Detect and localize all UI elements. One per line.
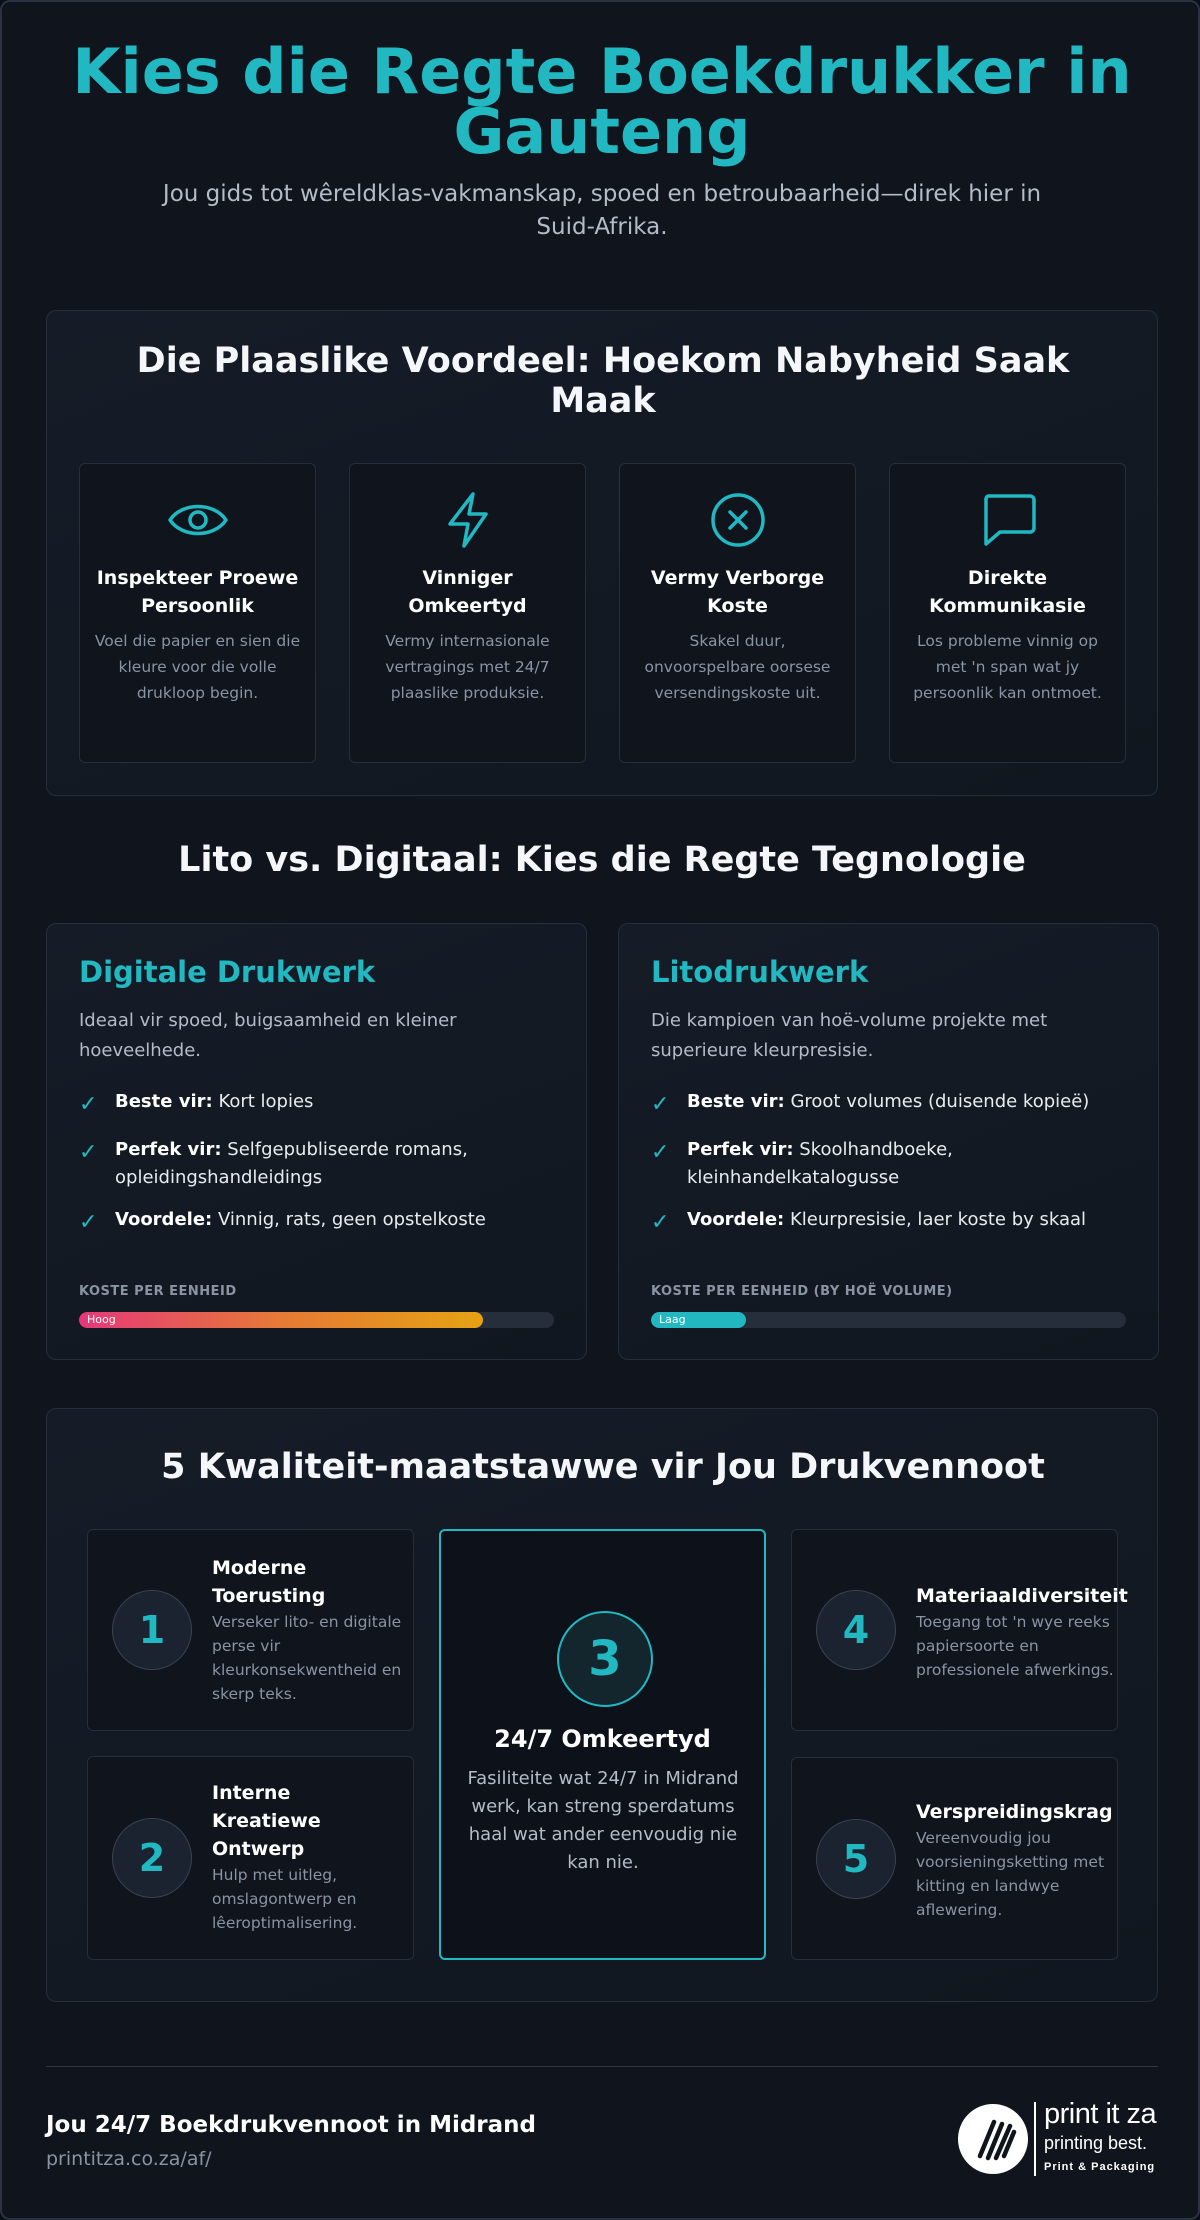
cost-label: KOSTE PER EENHEID (BY HOË VOLUME) xyxy=(651,1284,953,1299)
benchmark-number: 2 xyxy=(112,1818,192,1898)
list-item: ✓ Voordele: Kleurpresisie, laer koste by… xyxy=(651,1206,1126,1240)
cost-label: KOSTE PER EENHEID xyxy=(79,1284,237,1299)
benchmark-card: 2 Interne Kreatiewe Ontwerp Hulp met uit… xyxy=(87,1756,414,1960)
advantage-card: Inspekteer Proewe Persoonlik Voel die pa… xyxy=(79,463,316,763)
footer-url-link[interactable]: printitza.co.za/af/ xyxy=(46,2148,212,2170)
benchmark-number: 3 xyxy=(557,1611,653,1707)
feature-text: Kleurpresisie, laer koste by skaal xyxy=(789,1209,1087,1230)
chat-bubble-icon xyxy=(976,492,1040,548)
list-item: ✓ Beste vir: Groot volumes (duisende kop… xyxy=(651,1088,1126,1122)
advantage-description: Los probleme vinnig op met 'n span wat j… xyxy=(913,632,1102,702)
benchmark-description: Vereenvoudig jou voorsieningsketting met… xyxy=(916,1829,1105,1919)
digital-printing-card: Digitale Drukwerk Ideaal vir spoed, buig… xyxy=(46,923,587,1360)
logo-divider xyxy=(1034,2102,1036,2176)
check-icon: ✓ xyxy=(651,1210,670,1235)
feature-label: Voordele: xyxy=(115,1209,213,1230)
cost-bar-fill: Laag xyxy=(651,1312,746,1328)
page-title: Kies die Regte Boekdrukker in Gauteng xyxy=(72,35,1132,168)
feature-text: Kort lopies xyxy=(218,1091,314,1112)
section-title: Die Plaaslike Voordeel: Hoekom Nabyheid … xyxy=(136,341,1070,421)
benchmark-title: Materiaaldiversiteit xyxy=(916,1585,1128,1607)
benchmark-description: Verseker lito- en digitale perse vir kle… xyxy=(212,1613,402,1703)
advantage-description: Vermy internasionale vertragings met 24/… xyxy=(385,632,550,702)
benchmark-card: 5 Verspreidingskrag Vereenvoudig jou voo… xyxy=(791,1757,1118,1960)
cost-bar-track: Laag xyxy=(651,1312,1126,1328)
feature-text: Skoolhandboeke, kleinhandelkatalogusse xyxy=(687,1139,953,1188)
feature-label: Beste vir: xyxy=(687,1091,785,1112)
eye-icon xyxy=(166,492,230,548)
technology-intro: Die kampioen van hoë-volume projekte met… xyxy=(651,1010,1048,1061)
feature-label: Perfek vir: xyxy=(115,1139,222,1160)
benchmark-card: 1 Moderne Toerusting Verseker lito- en d… xyxy=(87,1529,414,1731)
list-item: ✓ Beste vir: Kort lopies xyxy=(79,1088,554,1122)
benchmark-card-featured: 3 24/7 Omkeertyd Fasiliteite wat 24/7 in… xyxy=(439,1529,766,1960)
logo-wordmark: print it za xyxy=(1044,2098,1157,2130)
feature-list: ✓ Beste vir: Kort lopies ✓ Perfek vir: S… xyxy=(79,1088,554,1240)
technology-name: Digitale Drukwerk xyxy=(79,955,376,989)
advantage-card: Direkte Kommunikasie Los probleme vinnig… xyxy=(889,463,1126,763)
check-icon: ✓ xyxy=(79,1140,98,1165)
advantage-title: Vinniger Omkeertyd xyxy=(408,567,527,617)
cost-bar-fill: Hoog xyxy=(79,1312,483,1328)
quality-benchmarks-section: 5 Kwaliteit-maatstawwe vir Jou Drukvenno… xyxy=(46,1408,1158,2002)
local-advantage-section: Die Plaaslike Voordeel: Hoekom Nabyheid … xyxy=(46,310,1158,796)
feature-label: Voordele: xyxy=(687,1209,785,1230)
benchmark-description: Toegang tot 'n wye reeks papiersoorte en… xyxy=(916,1613,1114,1679)
technology-name: Litodrukwerk xyxy=(651,955,869,989)
logo-subline: Print & Packaging xyxy=(1044,2161,1156,2173)
list-item: ✓ Perfek vir: Skoolhandboeke, kleinhande… xyxy=(651,1136,1126,1192)
advantage-description: Voel die papier en sien die kleure voor … xyxy=(94,632,301,702)
advantage-title: Inspekteer Proewe Persoonlik xyxy=(96,567,299,617)
footer-title: Jou 24/7 Boekdrukvennoot in Midrand xyxy=(46,2112,537,2138)
check-icon: ✓ xyxy=(651,1092,670,1117)
feature-text: Groot volumes (duisende kopieë) xyxy=(790,1091,1090,1112)
advantage-card: Vinniger Omkeertyd Vermy internasionale … xyxy=(349,463,586,763)
brand-logo[interactable]: print it za printing best. Print & Packa… xyxy=(956,2098,1160,2178)
benchmark-description: Hulp met uitleg, omslagontwerp en lêerop… xyxy=(212,1866,358,1932)
advantage-title: Vermy Verborge Koste xyxy=(650,567,825,617)
list-item: ✓ Perfek vir: Selfgepubliseerde romans, … xyxy=(79,1136,554,1192)
hero-header: Kies die Regte Boekdrukker in Gauteng Jo… xyxy=(62,35,1142,244)
x-circle-icon xyxy=(706,492,770,548)
feature-label: Perfek vir: xyxy=(687,1139,794,1160)
benchmark-title: Moderne Toerusting xyxy=(212,1557,326,1607)
benchmark-card: 4 Materiaaldiversiteit Toegang tot 'n wy… xyxy=(791,1529,1128,1731)
technology-intro: Ideaal vir spoed, buigsaamheid en kleine… xyxy=(79,1010,457,1061)
feature-list: ✓ Beste vir: Groot volumes (duisende kop… xyxy=(651,1088,1126,1240)
page-subtitle: Jou gids tot wêreldklas-vakmanskap, spoe… xyxy=(162,181,1042,240)
check-icon: ✓ xyxy=(79,1092,98,1117)
feature-text: Vinnig, rats, geen opstelkoste xyxy=(217,1209,486,1230)
check-icon: ✓ xyxy=(79,1210,98,1235)
feature-text: Selfgepubliseerde romans, opleidingshand… xyxy=(115,1139,468,1188)
section-title: 5 Kwaliteit-maatstawwe vir Jou Drukvenno… xyxy=(161,1447,1045,1487)
benchmark-title: 24/7 Omkeertyd xyxy=(494,1725,711,1753)
check-icon: ✓ xyxy=(651,1140,670,1165)
litho-printing-card: Litodrukwerk Die kampioen van hoë-volume… xyxy=(618,923,1159,1360)
list-item: ✓ Voordele: Vinnig, rats, geen opstelkos… xyxy=(79,1206,554,1240)
footer-divider xyxy=(46,2066,1158,2067)
cost-level-label: Hoog xyxy=(87,1313,116,1326)
benchmark-number: 4 xyxy=(816,1590,896,1670)
benchmark-title: Interne Kreatiewe Ontwerp xyxy=(212,1782,321,1860)
section-title: Lito vs. Digitaal: Kies die Regte Tegnol… xyxy=(178,840,1026,880)
lightning-icon xyxy=(436,492,500,548)
advantage-card: Vermy Verborge Koste Skakel duur, onvoor… xyxy=(619,463,856,763)
logo-tagline: printing best. xyxy=(1044,2133,1148,2153)
benchmark-title: Verspreidingskrag xyxy=(916,1801,1113,1823)
advantage-grid: Inspekteer Proewe Persoonlik Voel die pa… xyxy=(79,463,1126,763)
advantage-description: Skakel duur, onvoorspelbare oorsese vers… xyxy=(644,632,831,702)
feature-label: Beste vir: xyxy=(115,1091,213,1112)
benchmark-number: 1 xyxy=(112,1590,192,1670)
advantage-title: Direkte Kommunikasie xyxy=(929,567,1086,617)
benchmark-description: Fasiliteite wat 24/7 in Midrand werk, ka… xyxy=(467,1768,739,1873)
cost-level-label: Laag xyxy=(659,1313,686,1326)
benchmark-number: 5 xyxy=(816,1819,896,1899)
logo-mark-icon xyxy=(958,2104,1028,2174)
cost-bar-track: Hoog xyxy=(79,1312,554,1328)
